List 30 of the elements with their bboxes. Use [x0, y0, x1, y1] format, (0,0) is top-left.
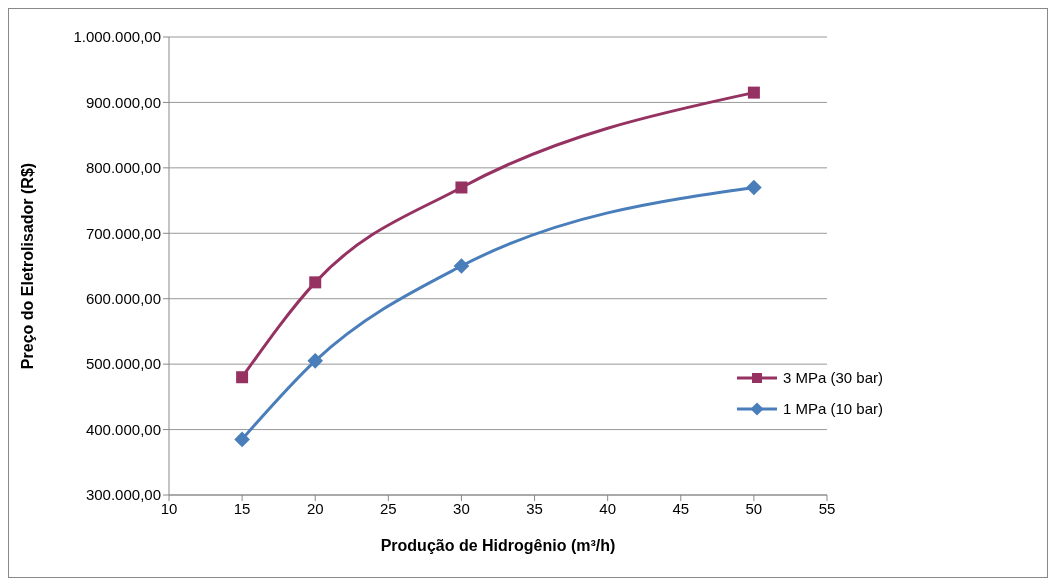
x-tick-label: 45 [672, 499, 690, 517]
y-tick-label: 800.000,00 [85, 159, 161, 177]
x-tick-label: 15 [233, 499, 251, 517]
x-tick-label: 25 [379, 499, 397, 517]
point [236, 371, 249, 384]
point [747, 86, 760, 99]
y-tick-label: 700.000,00 [85, 224, 161, 242]
legend-label: 3 MPa (30 bar) [783, 369, 884, 386]
point [234, 431, 250, 448]
x-tick-label: 50 [745, 499, 763, 517]
x-axis-title: Produção de Hidrogênio (m³/h) [380, 537, 616, 554]
x-tick-label: 10 [160, 499, 178, 517]
x-tick-label: 20 [306, 499, 324, 517]
point [746, 179, 762, 196]
y-tick-label: 400.000,00 [85, 420, 161, 438]
x-tick-label: 55 [818, 499, 836, 517]
y-tick-label: 500.000,00 [85, 355, 161, 373]
y-axis-title: Preço do Eletrolisador (R$) [18, 162, 36, 370]
point [455, 181, 468, 194]
legend-label: 1 MPa (10 bar) [783, 400, 884, 417]
point [309, 276, 322, 289]
point [307, 353, 324, 369]
point [453, 258, 470, 274]
y-tick-label: 900.000,00 [85, 93, 161, 111]
x-tick-label: 40 [599, 499, 617, 517]
y-tick-label: 1.000.000,00 [73, 28, 161, 46]
x-tick-label: 30 [453, 499, 470, 517]
y-tick-label: 600.000,00 [85, 290, 161, 308]
y-tick-label: 300.000,00 [85, 486, 161, 504]
x-tick-label: 35 [526, 499, 543, 517]
